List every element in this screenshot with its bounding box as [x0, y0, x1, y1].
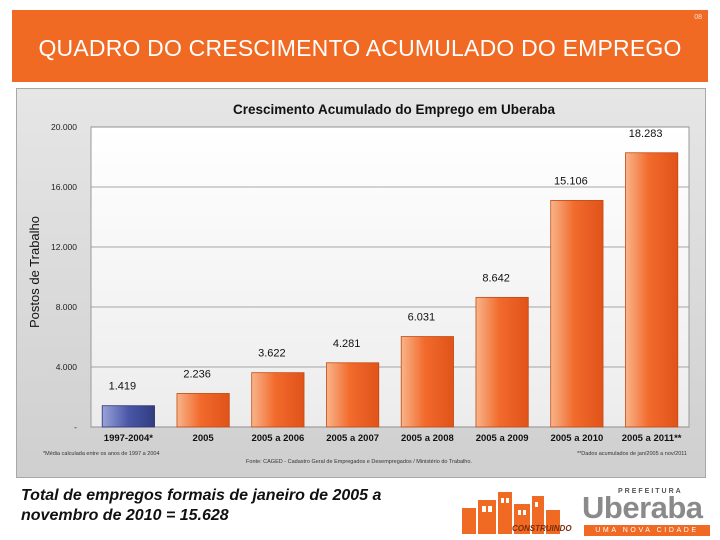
x-tick-label: 2005 a 2009 — [476, 433, 529, 444]
chart-panel: Crescimento Acumulado do Emprego em Uber… — [16, 88, 706, 478]
logo-tagline: UMA NOVA CIDADE — [584, 525, 710, 536]
bar — [550, 200, 604, 428]
data-label: 4.281 — [333, 338, 361, 350]
y-tick-label: 4.000 — [56, 362, 78, 372]
y-tick-label: 12.000 — [51, 242, 77, 252]
slide-number: 08 — [694, 14, 702, 21]
slide-title: QUADRO DO CRESCIMENTO ACUMULADO DO EMPRE… — [38, 35, 682, 61]
bar-chart: Crescimento Acumulado do Emprego em Uber… — [27, 102, 690, 465]
x-tick-label: 2005 a 2007 — [326, 433, 379, 444]
y-tick-label: 16.000 — [51, 182, 77, 192]
x-tick-label: 2005 a 2011** — [622, 433, 682, 444]
x-tick-label: 1997-2004* — [104, 433, 153, 444]
data-label: 6.031 — [408, 312, 436, 324]
bar — [326, 362, 380, 428]
data-label: 15.106 — [554, 175, 588, 187]
summary-text: Total de empregos formais de janeiro de … — [21, 487, 382, 524]
bar — [101, 405, 155, 428]
data-label: 3.622 — [258, 348, 286, 360]
x-tick-label: 2005 a 2008 — [401, 433, 454, 444]
bar — [400, 336, 454, 428]
data-label: 8.642 — [482, 272, 510, 284]
x-tick-label: 2005 a 2006 — [251, 433, 304, 444]
buildings-logo-icon — [462, 492, 560, 534]
chart-title: Crescimento Acumulado do Emprego em Uber… — [233, 102, 556, 117]
x-tick-label: 2005 a 2010 — [550, 433, 603, 444]
bar — [475, 296, 529, 428]
y-tick-label: - — [74, 422, 77, 432]
footnote-source: Fonte: CAGED - Cadastro Geral de Emprega… — [246, 459, 472, 465]
x-tick-label: 2005 — [193, 433, 215, 444]
bar — [176, 393, 230, 428]
bar — [625, 152, 679, 428]
logo-prefeitura: PREFEITURA — [618, 488, 683, 495]
data-label: 1.419 — [109, 381, 137, 393]
data-label: 18.283 — [629, 128, 663, 140]
footnote-left: *Média calculada entre os anos de 1997 a… — [43, 451, 160, 457]
y-tick-label: 20.000 — [51, 122, 77, 132]
y-tick-label: 8.000 — [56, 302, 78, 312]
logo-construindo: CONSTRUINDO — [512, 524, 572, 533]
y-axis-label: Postos de Trabalho — [27, 216, 42, 328]
footnote-right: **Dados acumulados de jan/2005 a nov/201… — [577, 451, 687, 457]
bar — [251, 372, 305, 428]
data-label: 2.236 — [183, 368, 211, 380]
prefeitura-logo: CONSTRUINDO PREFEITURA Uberaba UMA NOVA … — [460, 488, 710, 536]
logo-name: Uberaba — [582, 490, 703, 525]
slide-header: 08 QUADRO DO CRESCIMENTO ACUMULADO DO EM… — [12, 10, 708, 82]
